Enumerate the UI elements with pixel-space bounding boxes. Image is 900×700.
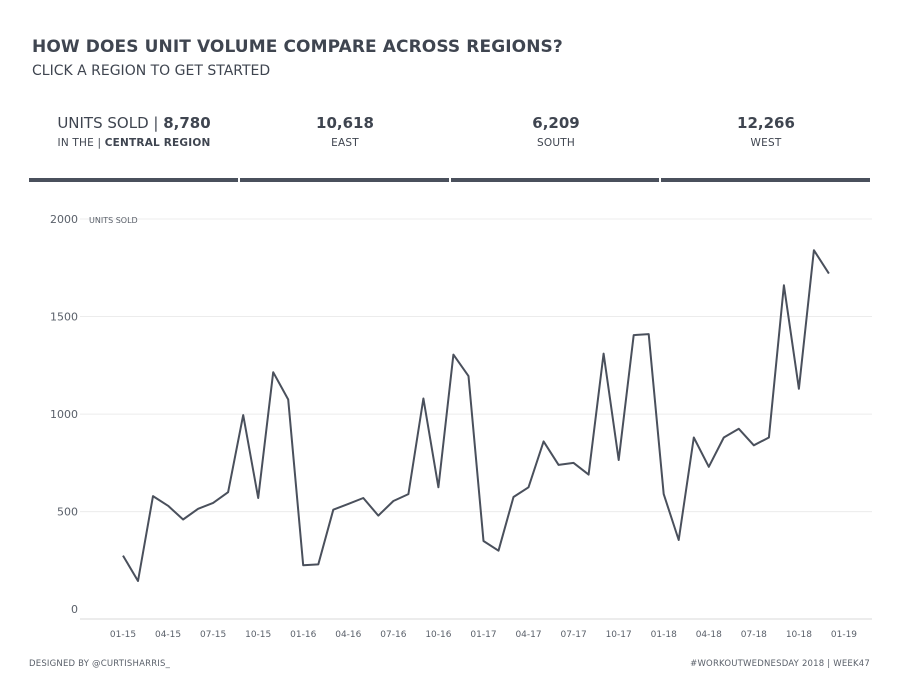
x-tick-label: 10-16 <box>425 630 451 640</box>
x-tick-label: 01-19 <box>831 630 857 640</box>
y-tick-label: 1500 <box>50 311 78 324</box>
kpi-east-label: EAST <box>331 137 359 149</box>
x-tick-label: 10-15 <box>245 630 271 640</box>
x-tick-label: 07-18 <box>741 630 767 640</box>
page-title: HOW DOES UNIT VOLUME COMPARE ACROSS REGI… <box>32 37 563 57</box>
x-tick-label: 04-15 <box>155 630 181 640</box>
kpi-central-label: CENTRAL REGION <box>104 137 211 149</box>
x-tick-label: 07-17 <box>561 630 587 640</box>
y-tick-label: 500 <box>57 506 78 519</box>
x-tick-label: 10-17 <box>606 630 632 640</box>
kpi-west[interactable]: 12,266 WEST <box>661 114 871 149</box>
kpi-west-label: WEST <box>750 137 782 149</box>
y-tick-label: 1000 <box>50 408 78 421</box>
kpi-central-value-line: UNITS SOLD | 8,780 <box>29 114 239 132</box>
kpi-east[interactable]: 10,618 EAST <box>240 114 450 149</box>
kpi-central-sub-prefix: IN THE | <box>57 137 105 149</box>
kpi-central-prefix: UNITS SOLD | <box>57 114 164 132</box>
x-tick-label: 10-18 <box>786 630 812 640</box>
kpi-south[interactable]: 6,209 SOUTH <box>451 114 661 149</box>
line-chart: 0 500 1000 1500 2000 UNITS SOLD 01-15 04-15 07-1… <box>50 213 872 640</box>
page-subtitle: CLICK A REGION TO GET STARTED <box>32 63 271 79</box>
kpi-east-value: 10,618 <box>316 114 374 132</box>
kpi-east-bar[interactable] <box>240 178 449 182</box>
y-axis-title: UNITS SOLD <box>89 216 138 225</box>
kpi-south-label: SOUTH <box>537 137 575 149</box>
kpi-south-value: 6,209 <box>532 114 580 132</box>
x-tick-label: 07-16 <box>380 630 406 640</box>
x-tick-label: 04-18 <box>696 630 722 640</box>
series-line-units-sold <box>122 249 830 582</box>
x-tick-label: 01-17 <box>470 630 496 640</box>
y-tick-label: 2000 <box>50 213 78 226</box>
footer-credit: DESIGNED BY @CURTISHARRIS_ <box>29 659 171 669</box>
x-tick-label: 01-18 <box>651 630 677 640</box>
x-tick-label: 04-17 <box>515 630 541 640</box>
kpi-central-bar[interactable] <box>29 178 238 182</box>
x-tick-label: 01-15 <box>110 630 136 640</box>
kpi-west-bar[interactable] <box>661 178 870 182</box>
x-tick-label: 07-15 <box>200 630 226 640</box>
kpi-central-sub: IN THE | CENTRAL REGION <box>29 137 239 149</box>
footer-tag: #WORKOUTWEDNESDAY 2018 | WEEK47 <box>690 659 870 669</box>
x-tick-label: 01-16 <box>290 630 316 640</box>
kpi-south-bar[interactable] <box>451 178 659 182</box>
x-tick-label: 04-16 <box>335 630 361 640</box>
kpi-central-value: 8,780 <box>163 114 211 132</box>
y-tick-label: 0 <box>71 603 78 616</box>
kpi-west-value: 12,266 <box>737 114 795 132</box>
kpi-central[interactable]: UNITS SOLD | 8,780 IN THE | CENTRAL REGI… <box>29 114 239 149</box>
